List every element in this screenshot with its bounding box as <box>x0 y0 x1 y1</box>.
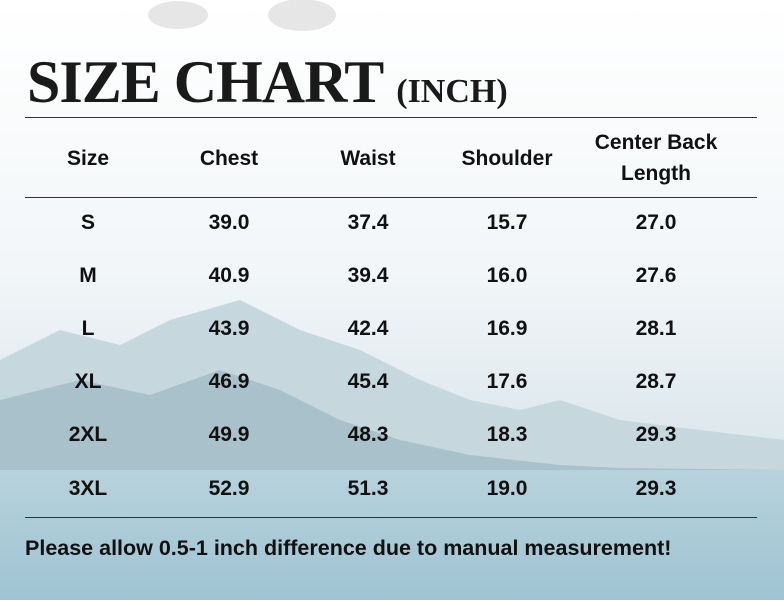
table-cell: 45.4 <box>347 370 389 394</box>
table-cell: 27.0 <box>635 210 677 234</box>
table-cell: 16.0 <box>486 263 528 287</box>
title-unit: (INCH) <box>396 73 508 110</box>
rule <box>25 197 757 198</box>
table-cell: 49.9 <box>208 423 250 447</box>
title: SIZE CHART (INCH) <box>27 48 508 117</box>
header-cell: Center Back Length <box>594 131 718 185</box>
table-cell: 52.9 <box>208 476 250 500</box>
title-main: SIZE CHART <box>27 49 383 115</box>
table-cell: 29.3 <box>635 423 677 447</box>
table-cell: 42.4 <box>347 316 389 340</box>
table-cell: 37.4 <box>347 210 389 234</box>
table-cell: 48.3 <box>347 423 389 447</box>
table-cell: 27.6 <box>635 263 677 287</box>
table-cell: 15.7 <box>486 210 528 234</box>
table-cell: 40.9 <box>208 263 250 287</box>
table-cell: 19.0 <box>486 476 528 500</box>
note: Please allow 0.5-1 inch difference due t… <box>25 536 672 560</box>
table-cell: 46.9 <box>208 370 250 394</box>
table-cell: 43.9 <box>208 316 250 340</box>
table-cell: 3XL <box>68 476 108 500</box>
table-cell: 18.3 <box>486 423 528 447</box>
table-cell: L <box>81 316 95 340</box>
table-cell: M <box>79 263 97 287</box>
table-cell: 16.9 <box>486 316 528 340</box>
rule <box>25 517 757 518</box>
table-cell: XL <box>74 370 102 394</box>
table-cell: 29.3 <box>635 476 677 500</box>
table-cell: 28.1 <box>635 316 677 340</box>
header-cell: Chest <box>199 146 259 170</box>
table-cell: 51.3 <box>347 476 389 500</box>
table-cell: 28.7 <box>635 370 677 394</box>
header-cell: Shoulder <box>461 146 553 170</box>
header-cell: Size <box>66 146 110 170</box>
table-cell: 39.0 <box>208 210 250 234</box>
rule <box>25 117 757 118</box>
header-cell: Waist <box>340 146 396 170</box>
table-cell: 2XL <box>68 423 108 447</box>
table-cell: 39.4 <box>347 263 389 287</box>
table-cell: S <box>80 210 95 234</box>
table-cell: 17.6 <box>486 370 528 394</box>
